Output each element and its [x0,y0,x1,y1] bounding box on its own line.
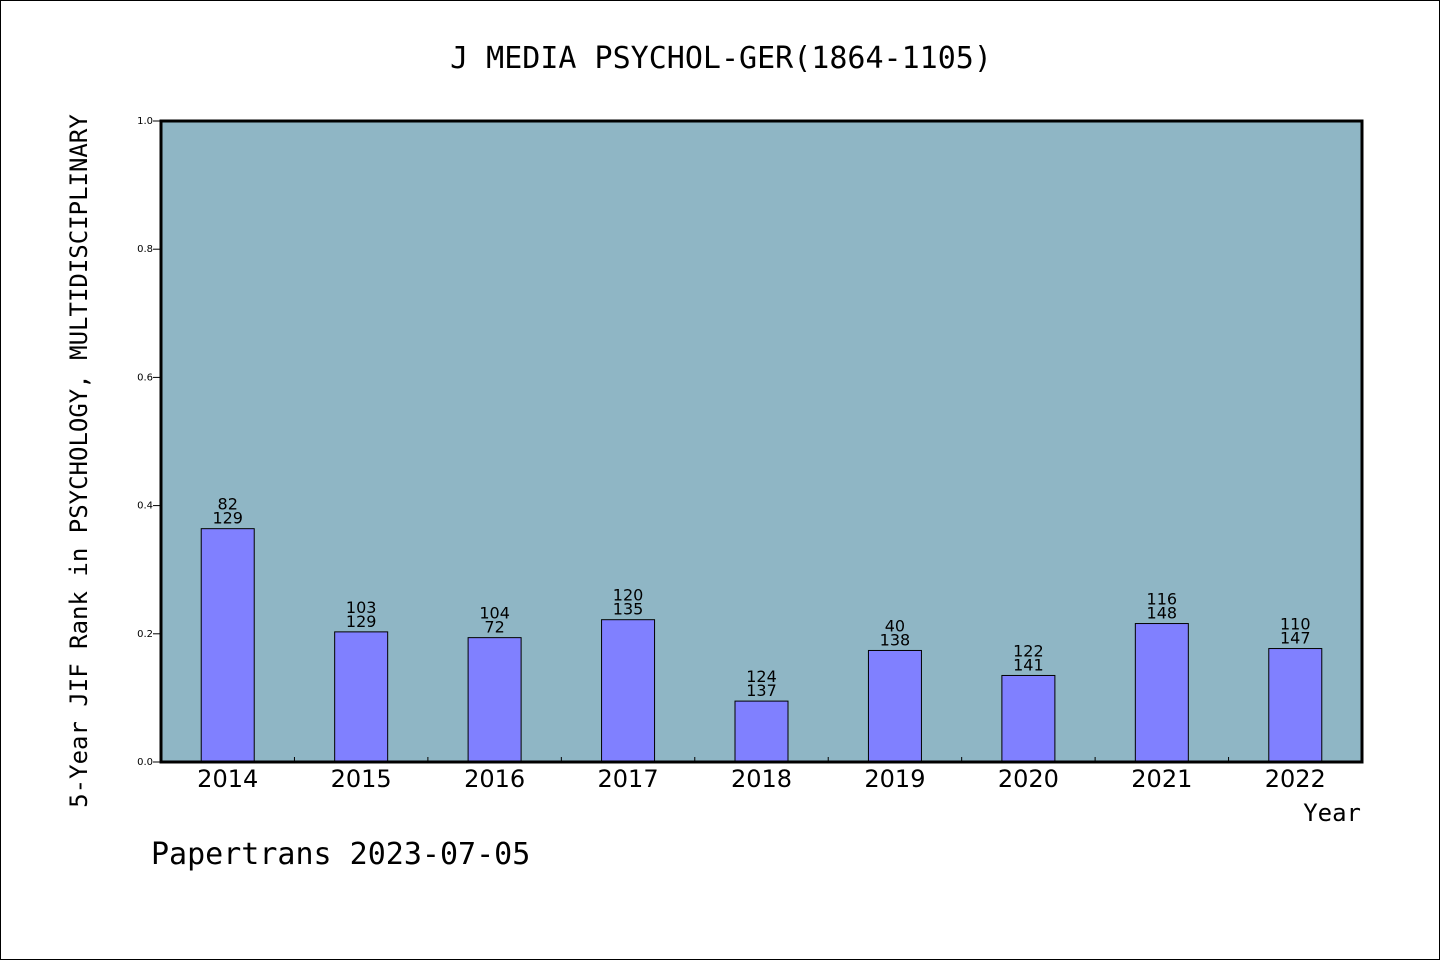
x-tick-label: 2022 [1265,765,1326,793]
x-tick-label: 2014 [197,765,258,793]
y-tick-label: 1.0 [137,116,153,127]
bar-label-bottom: 129 [346,612,377,631]
plot-border [159,119,1364,764]
x-tick-label: 2018 [731,765,792,793]
bar-label-top: 104 [479,604,510,623]
bar-label-bottom: 147 [1280,629,1311,648]
x-tick-label: 2019 [864,765,925,793]
bar-2020 [1001,674,1056,763]
bar-label-top: 82 [218,495,238,514]
bar-label-top: 122 [1013,641,1044,660]
bar-label-bottom: 137 [746,681,777,700]
bar-2022 [1268,648,1323,763]
chart-title: J MEDIA PSYCHOL-GER(1864-1105) [450,41,992,76]
x-tick-label: 2015 [331,765,392,793]
bar-2016 [467,637,522,763]
y-tick-label: 0.6 [137,372,153,383]
bar-label-top: 120 [613,586,644,605]
bar-label-bottom: 148 [1147,604,1178,623]
bar-2019 [867,649,922,763]
bar-2015 [334,631,389,763]
y-tick-label: 0.4 [137,501,153,512]
y-axis-label: 5-Year JIF Rank in PSYCHOLOGY, MULTIDISC… [65,114,93,808]
bar-label-bottom: 138 [880,630,911,649]
x-tick-label: 2020 [998,765,1059,793]
bar-label-top: 103 [346,598,377,617]
ticks-group: 0.0 0.2 0.4 0.6 0.8 1.0 2014 2015 2016 2017 2018 20… [137,116,1326,793]
bar-label-bottom: 135 [613,600,644,619]
x-tick-label: 2021 [1131,765,1192,793]
bar-label-top: 124 [746,667,777,686]
x-axis-label: Year [1303,799,1361,827]
y-tick-label: 0.2 [137,629,153,640]
y-tick-label: 0.8 [137,244,153,255]
bar-label-bottom: 72 [484,618,504,637]
bar-2021 [1134,623,1189,763]
bar-label-top: 40 [885,616,905,635]
footer-credit: Papertrans 2023-07-05 [151,837,530,872]
bar-2014 [200,528,255,763]
bar-label-bottom: 129 [212,509,243,528]
bar-2017 [601,619,656,763]
y-tick-label: 0.0 [137,757,153,768]
bar-label-bottom: 141 [1013,655,1044,674]
bar-label-top: 116 [1147,590,1178,609]
x-tick-label: 2016 [464,765,525,793]
bar-2018 [734,700,789,763]
x-tick-label: 2017 [598,765,659,793]
bar-label-top: 110 [1280,615,1311,634]
